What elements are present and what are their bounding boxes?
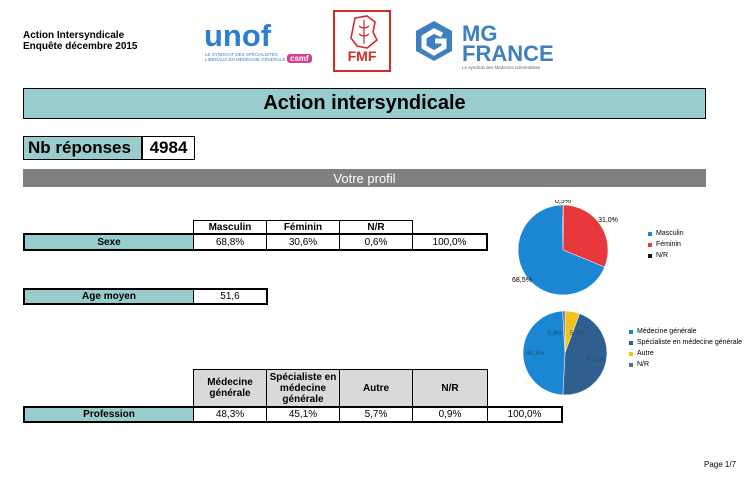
sexe-legend-item: Féminin: [648, 239, 684, 250]
profession-legend-item: Spécialiste en médecine générale: [629, 337, 742, 348]
profession-header-nr: N/R: [412, 369, 488, 407]
page-title: Action intersyndicale: [23, 88, 706, 119]
profession-header-specialiste: Spécialiste en médecine générale: [266, 369, 340, 407]
pie-slice-f-minin: [562, 204, 609, 268]
fmf-logo: FMF: [333, 10, 391, 72]
section-header: Votre profil: [23, 169, 706, 187]
profession-legend-item: Autre: [629, 348, 742, 359]
legend-label: Masculin: [656, 230, 684, 237]
nb-reponses-label: Nb réponses: [23, 136, 142, 160]
profession-legend: Médecine générale Spécialiste en médecin…: [629, 326, 742, 370]
profession-pie-chart: 48,3% 45,1% 5,7% 0,9%: [522, 310, 608, 396]
sexe-row-frame: [23, 233, 488, 251]
mgfrance-logo-subtitle: Le syndicat des Médecins Généralistes: [462, 65, 541, 70]
fmf-logo-emblem: [350, 15, 379, 49]
legend-label: N/R: [637, 361, 650, 368]
sexe-header-masculin: Masculin: [193, 220, 267, 234]
legend-swatch: [648, 242, 652, 247]
sexe-pie-chart: 68,5% 31,0% 0,5%: [512, 200, 618, 296]
unof-logo-subtitle: LE SYNDICAT DES SPÉCIALISTES LIBÉRAUX EN…: [205, 52, 286, 62]
legend-swatch: [629, 340, 633, 345]
mgfrance-logo-mark: [416, 21, 452, 61]
legend-swatch: [629, 329, 633, 334]
sexe-legend-item: Masculin: [648, 228, 684, 239]
nb-reponses-value: 4984: [142, 136, 195, 160]
fmf-logo-text: FMF: [347, 48, 377, 64]
sexe-header-feminin: Féminin: [266, 220, 340, 234]
csmf-logo: csmf: [287, 54, 312, 63]
unof-logo: unof: [204, 18, 272, 53]
page-number: Page 1/7: [704, 460, 737, 469]
profession-header-medecine-generale: Médecine générale: [193, 369, 267, 407]
pie-slice-m-decine-g-n-rale: [522, 310, 566, 396]
profession-legend-item: N/R: [629, 359, 742, 370]
age-row-frame: [23, 288, 268, 305]
pie-data-label: 0,9%: [548, 330, 563, 337]
pie-data-label: 68,5%: [512, 277, 532, 284]
sexe-legend-item: N/R: [648, 250, 684, 261]
legend-swatch: [648, 231, 652, 236]
report-subtitle: Enquête décembre 2015: [23, 41, 138, 52]
sexe-legend: Masculin Féminin N/R: [648, 228, 684, 261]
pie-data-label: 0,5%: [555, 200, 571, 205]
legend-label: Médecine générale: [637, 328, 697, 335]
legend-swatch: [629, 351, 633, 356]
report-title: Action Intersyndicale: [23, 30, 125, 41]
pie-data-label: 45,1%: [586, 356, 605, 363]
profession-legend-item: Médecine générale: [629, 326, 742, 337]
pie-data-label: 48,3%: [526, 350, 545, 357]
profession-header-autre: Autre: [339, 369, 413, 407]
legend-label: Spécialiste en médecine générale: [637, 339, 743, 346]
pie-data-label: 31,0%: [598, 217, 618, 224]
legend-swatch: [629, 362, 633, 367]
pie-slice-masculin: [517, 204, 605, 296]
legend-label: Féminin: [656, 241, 681, 248]
legend-label: N/R: [656, 252, 669, 259]
sexe-header-nr: N/R: [339, 220, 413, 234]
pie-slice-sp-cialiste-en-m-decine-g-n-rale: [562, 313, 608, 396]
pie-slice-n-r: [562, 310, 566, 354]
pie-data-label: 5,7%: [570, 330, 585, 337]
legend-label: Autre: [637, 350, 654, 357]
profession-row-frame: [23, 406, 563, 423]
legend-swatch: [648, 253, 652, 258]
mgfrance-logo: MG FRANCE: [462, 21, 554, 66]
